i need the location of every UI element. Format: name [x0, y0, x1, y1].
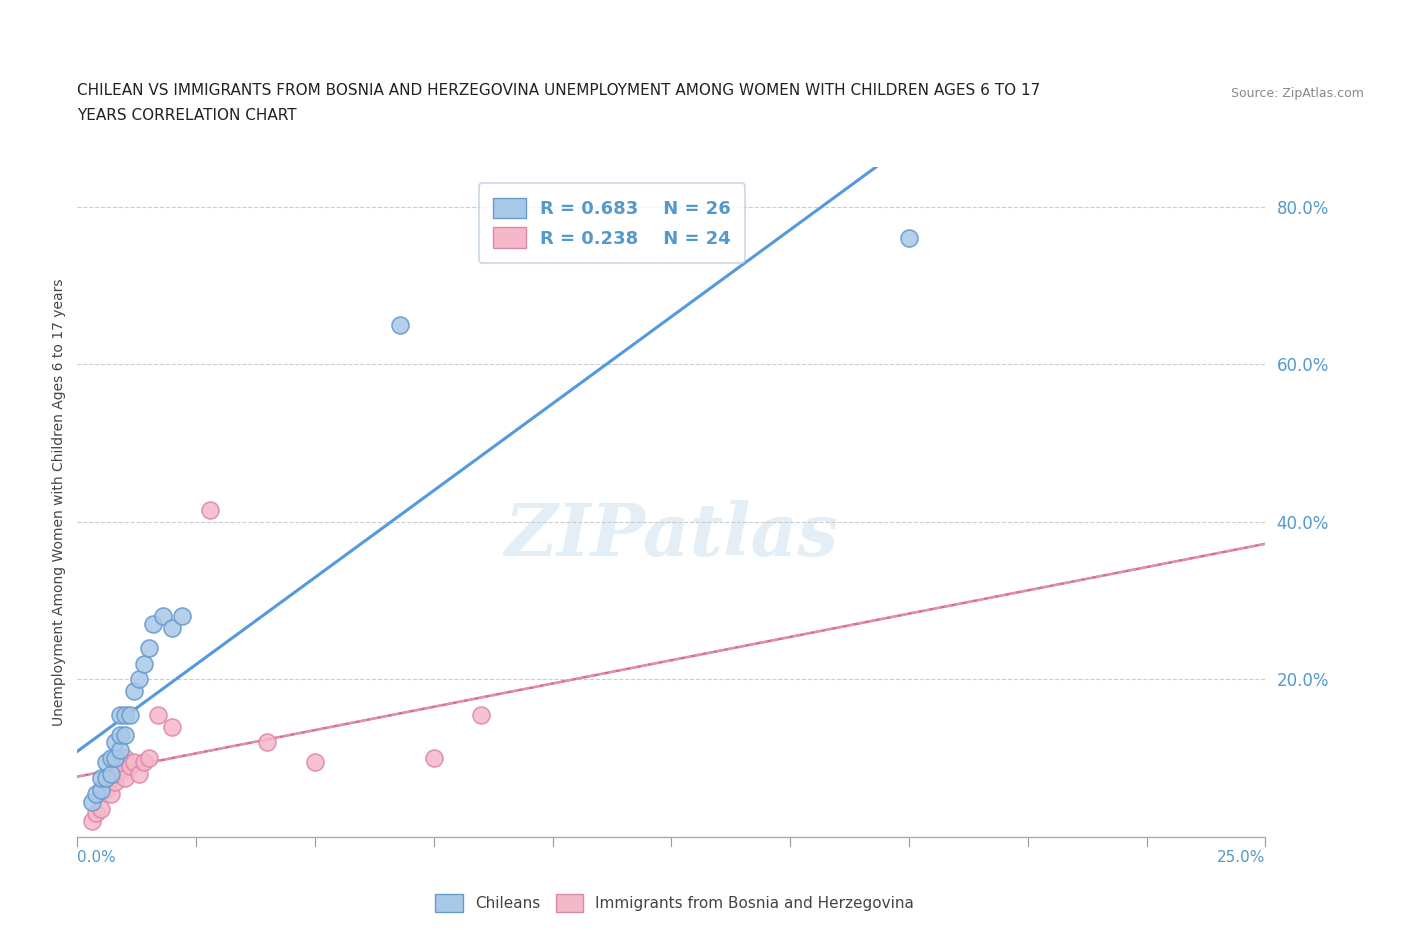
- Point: [162, 719, 184, 734]
- Point: [94, 782, 117, 797]
- Point: [80, 814, 103, 829]
- Point: [152, 609, 174, 624]
- Point: [104, 735, 127, 750]
- Point: [114, 751, 136, 765]
- Point: [90, 782, 112, 797]
- Text: CHILEAN VS IMMIGRANTS FROM BOSNIA AND HERZEGOVINA UNEMPLOYMENT AMONG WOMEN WITH : CHILEAN VS IMMIGRANTS FROM BOSNIA AND HE…: [77, 83, 1040, 98]
- Point: [200, 502, 222, 517]
- Point: [108, 708, 131, 723]
- Point: [100, 766, 122, 781]
- Point: [94, 755, 117, 770]
- Point: [118, 708, 141, 723]
- Point: [86, 786, 108, 801]
- Y-axis label: Unemployment Among Women with Children Ages 6 to 17 years: Unemployment Among Women with Children A…: [52, 278, 66, 726]
- Point: [80, 794, 103, 809]
- Point: [108, 743, 131, 758]
- Point: [100, 751, 122, 765]
- Point: [146, 708, 169, 723]
- Point: [124, 684, 146, 698]
- Text: 0.0%: 0.0%: [77, 850, 117, 865]
- Point: [898, 231, 921, 246]
- Text: ZIPatlas: ZIPatlas: [505, 500, 838, 571]
- Point: [104, 775, 127, 790]
- Legend: Chileans, Immigrants from Bosnia and Herzegovina: Chileans, Immigrants from Bosnia and Her…: [429, 888, 921, 918]
- Point: [86, 806, 108, 821]
- Text: 25.0%: 25.0%: [1218, 850, 1265, 865]
- Point: [100, 770, 122, 785]
- Point: [114, 708, 136, 723]
- Text: YEARS CORRELATION CHART: YEARS CORRELATION CHART: [77, 108, 297, 123]
- Legend: R = 0.683    N = 26, R = 0.238    N = 24: R = 0.683 N = 26, R = 0.238 N = 24: [478, 183, 745, 263]
- Point: [132, 657, 155, 671]
- Point: [423, 751, 446, 765]
- Point: [138, 751, 160, 765]
- Point: [256, 735, 278, 750]
- Text: Source: ZipAtlas.com: Source: ZipAtlas.com: [1230, 86, 1364, 100]
- Point: [128, 766, 150, 781]
- Point: [304, 755, 326, 770]
- Point: [142, 617, 165, 631]
- Point: [114, 770, 136, 785]
- Point: [132, 755, 155, 770]
- Point: [162, 621, 184, 636]
- Point: [104, 766, 127, 781]
- Point: [470, 708, 492, 723]
- Point: [114, 727, 136, 742]
- Point: [90, 782, 112, 797]
- Point: [138, 641, 160, 656]
- Point: [128, 672, 150, 687]
- Point: [118, 759, 141, 774]
- Point: [104, 751, 127, 765]
- Point: [170, 609, 193, 624]
- Point: [389, 317, 412, 332]
- Point: [90, 802, 112, 817]
- Point: [108, 763, 131, 777]
- Point: [108, 727, 131, 742]
- Point: [100, 786, 122, 801]
- Point: [94, 770, 117, 785]
- Point: [90, 770, 112, 785]
- Point: [124, 755, 146, 770]
